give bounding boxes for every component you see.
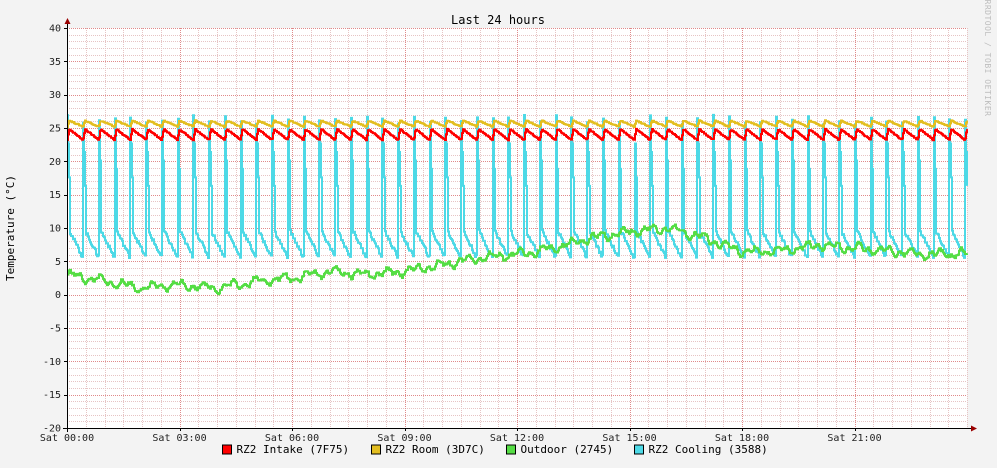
legend-label: RZ2 Room (3D7C) [386, 443, 485, 456]
y-tick-label: 20 [49, 157, 61, 168]
y-tick-label: 10 [49, 224, 61, 235]
x-tick-label: Sat 06:00 [265, 433, 319, 444]
series-line-0 [67, 127, 968, 142]
major-grid [67, 28, 967, 429]
series-line-1 [67, 119, 968, 129]
x-tick-label: Sat 12:00 [490, 433, 544, 444]
x-tick-label: Sat 09:00 [377, 433, 431, 444]
y-tick-labels: 40 35 30 25 20 15 10 5 0 -5 -10 -15 -20 [43, 24, 67, 435]
y-tick-label: -20 [43, 424, 61, 435]
legend-swatch [634, 444, 644, 455]
y-tick-label: 15 [49, 190, 61, 201]
chart-title: Last 24 hours [451, 13, 545, 27]
legend-label: RZ2 Cooling (3588) [649, 443, 768, 456]
y-tick-label: 40 [49, 24, 61, 35]
x-tick-labels: Sat 00:00 Sat 03:00 Sat 06:00 Sat 09:00 Sat … [40, 428, 882, 444]
x-tick-label: Sat 21:00 [827, 433, 881, 444]
y-tick-label: 35 [49, 57, 61, 68]
y-tick-label: -10 [43, 357, 61, 368]
y-axis-arrow [64, 18, 71, 24]
x-tick-label: Sat 00:00 [40, 433, 94, 444]
y-tick-label: 0 [55, 290, 61, 301]
series-line-2 [67, 223, 968, 296]
y-tick-label: 30 [49, 90, 61, 101]
legend-label: RZ2 Intake (7F75) [237, 443, 350, 456]
y-tick-label: -15 [43, 390, 61, 401]
legend-swatch [371, 444, 381, 455]
x-tick-label: Sat 03:00 [152, 433, 206, 444]
legend-label: Outdoor (2745) [521, 443, 614, 456]
y-axis-label: Temperature (°C) [4, 175, 17, 281]
watermark: RRDTOOL / TOBI OETIKER [983, 0, 992, 116]
y-tick-label: 5 [55, 257, 61, 268]
series-layer [67, 113, 968, 296]
legend: RZ2 Intake (7F75) RZ2 Room (3D7C) Outdoor … [222, 443, 768, 456]
x-tick-label: Sat 18:00 [715, 433, 769, 444]
legend-swatch [506, 444, 516, 455]
y-tick-label: 25 [49, 124, 61, 135]
x-axis-arrow [971, 425, 977, 432]
legend-swatch [222, 444, 232, 455]
x-tick-label: Sat 15:00 [602, 433, 656, 444]
y-tick-label: -5 [49, 324, 61, 335]
